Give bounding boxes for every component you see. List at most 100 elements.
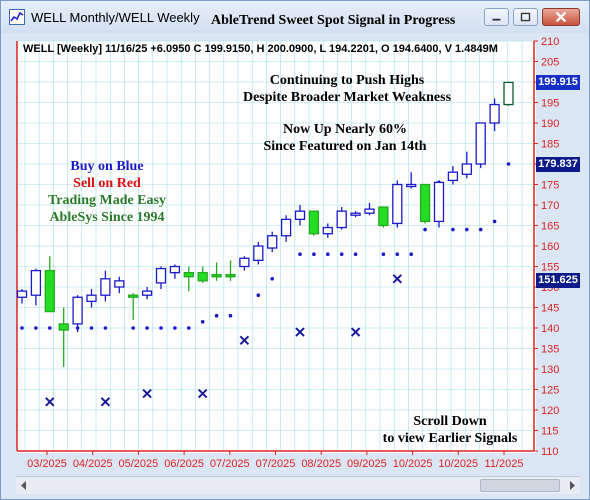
candle-body [58,323,69,331]
support-dot [173,326,177,330]
support-dot [159,326,163,330]
support-dot [34,326,38,330]
ablesys-label: AbleSys Since 1994 [49,210,165,225]
support-dot [89,326,94,330]
y-tick-label: 135 [541,344,559,356]
x-tick-label: 09/2025 [347,458,387,470]
candle-body [128,294,139,298]
candle-body [211,274,222,278]
restore-icon [520,12,531,22]
stop-x-marker [100,397,111,407]
y-tick-label: 195 [541,98,559,110]
support-dot [506,162,511,166]
scroll-left-icon[interactable] [16,477,32,494]
ohlc-readout: WELL [Weekly] 11/16/25 +6.0950 C 199.915… [23,43,498,55]
y-tick-label: 110 [541,446,559,458]
candle-body [183,271,194,278]
candle-body [433,181,445,223]
x-tick-label: 10/2025 [393,458,433,470]
title-bar[interactable]: WELL Monthly/WELL Weekly AbleTrend Sweet… [1,1,589,33]
x-tick-label: 05/2025 [119,458,159,470]
stop-x-marker [142,388,152,399]
y-tick-label: 125 [541,385,559,397]
support-dot [270,277,275,281]
candle-body [364,208,375,214]
y-tick-label: 175 [541,180,559,192]
support-dot [228,313,233,318]
gain-note: Now Up Nearly 60% Since Featured on Jan … [230,121,460,155]
candle-body [253,245,264,262]
x-tick-label: 10/2025 [438,458,478,470]
support-dot [423,227,427,232]
y-tick-label: 170 [541,200,559,212]
scrollbar-thumb[interactable] [480,479,560,492]
candle-body [294,210,306,220]
x-tick-label: 03/2025 [27,458,67,470]
support-dot [465,227,469,232]
y-tick-label: 155 [541,262,559,274]
candle-body [155,267,167,284]
candle-body [350,212,361,216]
y-tick-label: 205 [541,57,559,69]
support-dot [187,326,191,330]
headline-line-2: Despite Broader Market Weakness [242,90,452,105]
support-dot [312,252,316,256]
y-tick-label: 115 [541,426,559,438]
candle-body [378,206,389,227]
stop-x-marker [350,327,361,337]
y-tick-label: 145 [541,303,559,315]
support-dot [145,326,149,330]
candle-body [308,210,320,235]
maximize-button[interactable] [513,8,538,26]
stop-x-marker [45,397,55,407]
close-button[interactable] [542,8,580,26]
candle-body [86,294,97,303]
x-tick-label: 07/2025 [256,458,296,470]
scroll-line-2: to view Earlier Signals [382,431,518,446]
headline-line-1: Continuing to Push Highs [269,73,425,88]
candle-body [392,183,403,225]
support-dot [478,227,483,232]
stop-x-marker [295,327,305,337]
y-tick-label: 130 [541,364,559,376]
scroll-right-icon[interactable] [564,477,580,494]
support-dot [256,293,261,298]
candle-body [197,271,208,282]
candle-body [461,163,472,175]
candle-body [267,235,278,249]
price-tag-support: 179.837 [536,157,580,173]
y-tick-label: 160 [541,241,559,253]
candle-body [169,265,181,274]
candle-body [475,122,486,165]
price-tag-last: 199.915 [536,74,580,90]
minimize-button[interactable] [484,8,509,26]
candle-body [447,171,459,182]
y-tick-label: 190 [541,118,559,130]
candle-body [280,218,292,237]
candle-body [16,290,28,298]
buy-label: Buy on Blue [70,159,144,174]
support-dot [492,219,497,224]
stop-x-marker [392,274,403,284]
x-tick-label: 06/2025 [164,458,204,470]
candle-body [336,210,347,229]
candle-body [30,269,42,296]
x-tick-label: 11/2025 [485,458,524,470]
minimize-icon [492,18,501,21]
support-dot [339,252,344,256]
candle-body [141,290,153,296]
gain-line-2: Since Featured on Jan 14th [263,139,427,154]
support-dot [451,227,455,232]
y-tick-label: 165 [541,221,559,233]
stop-x-marker [197,388,208,399]
support-dot [214,313,219,318]
y-tick-label: 140 [541,323,559,335]
chart-title: AbleTrend Sweet Spot Signal in Progress [211,13,456,28]
sell-label: Sell on Red [73,176,141,191]
horizontal-scrollbar[interactable] [16,476,580,494]
y-tick-label: 185 [541,139,559,151]
support-dot [131,326,135,330]
y-tick-label: 210 [541,36,559,48]
candle-body [225,274,236,278]
